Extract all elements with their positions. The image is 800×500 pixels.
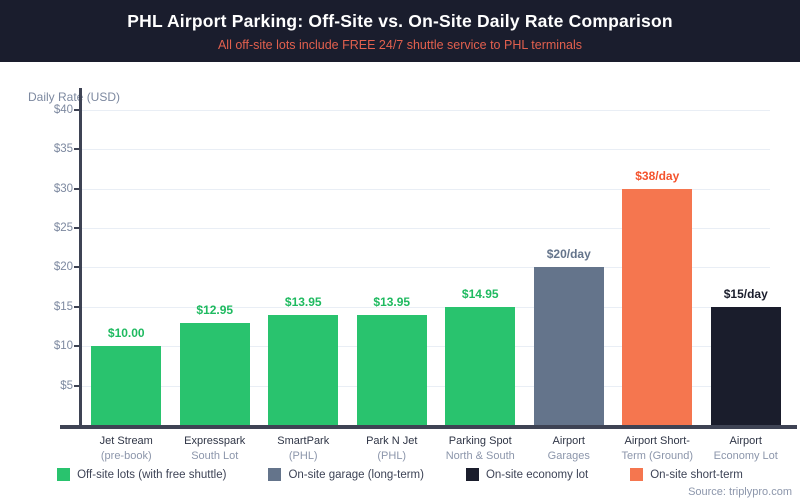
gridline [82, 109, 770, 111]
bar-column: $38/day [613, 88, 702, 425]
x-axis-label-line2: Economy Lot [713, 450, 778, 462]
bar-column: $20/day [525, 88, 614, 425]
chart-header: PHL Airport Parking: Off-Site vs. On-Sit… [0, 0, 800, 62]
bar-value-label: $15/day [723, 287, 768, 301]
x-axis-label-line2: North & South [445, 450, 515, 462]
y-axis-line [79, 88, 82, 429]
x-axis-label: Airport Economy Lot [702, 434, 791, 464]
legend-item: On-site short-term [630, 468, 743, 481]
y-tick-mark [74, 305, 80, 308]
y-tick-label: $5 [60, 379, 73, 392]
chart-subtitle: All off-site lots include FREE 24/7 shut… [217, 37, 583, 52]
x-axis-label: Parking Spot North & South [436, 434, 525, 464]
x-axis-label-line1: Airport [552, 435, 585, 447]
x-axis-label-line1: Airport [729, 435, 762, 447]
y-tick-mark [74, 266, 80, 269]
bar [91, 346, 162, 425]
page-title: PHL Airport Parking: Off-Site vs. On-Sit… [127, 10, 673, 31]
y-tick-mark [74, 227, 80, 229]
bar [268, 315, 339, 425]
x-axis-label-line1: Park N Jet [366, 435, 418, 447]
x-axis-label: Jet Stream (pre-book) [82, 434, 171, 464]
x-axis-label-line2: (PHL) [288, 450, 318, 462]
y-tick-label: $35 [53, 143, 73, 156]
x-axis-label-line2: Garages [547, 450, 590, 462]
bar [533, 267, 604, 425]
y-tick-mark [74, 108, 80, 111]
x-axis-label-line2: Term (Ground) [621, 450, 694, 462]
bar-column: $13.95 [259, 88, 348, 425]
legend-item: On-site economy lot [465, 468, 589, 481]
bar-value-label: $13.95 [284, 295, 322, 309]
y-tick-label: $40 [53, 103, 73, 116]
y-tick-mark [74, 148, 80, 151]
y-tick-label: $10 [53, 340, 73, 353]
legend-label: On-site economy lot [485, 468, 589, 481]
legend-swatch [465, 468, 479, 481]
bar-value-label: $13.95 [373, 295, 411, 309]
gridline [82, 228, 770, 229]
x-axis-label-line1: SmartPark [277, 435, 330, 447]
bar-column: $13.95 [348, 88, 437, 425]
bar-value-label: $38/day [635, 169, 680, 183]
y-axis-title: Daily Rate (USD) [28, 90, 121, 104]
bars-area: $10.00 $12.95 $13.95 $13.95 $14.95 $20/day $38… [82, 88, 790, 425]
x-axis-label-line1: Expresspark [184, 435, 246, 447]
x-axis-label: Airport Garages [525, 434, 614, 464]
y-tick-label: $30 [53, 182, 73, 195]
bar-value-label: $12.95 [196, 303, 234, 317]
x-axis-line [60, 425, 797, 429]
legend-label: Off-site lots (with free shuttle) [77, 468, 227, 481]
x-axis-label-line2: South Lot [191, 450, 239, 462]
legend-swatch [268, 468, 282, 481]
bar [710, 307, 781, 425]
bar [622, 189, 693, 425]
bar-value-label: $14.95 [461, 287, 499, 301]
x-axis-labels: Jet Stream (pre-book) Expresspark South Lot… [82, 434, 790, 464]
bar-column: $15/day [702, 88, 791, 425]
y-tick-mark [74, 187, 80, 190]
bar [179, 323, 250, 425]
x-axis-label-line1: Airport Short- [624, 435, 690, 447]
x-axis-label-line1: Parking Spot [448, 435, 512, 447]
y-tick-label: $25 [53, 222, 73, 234]
y-tick-mark [74, 345, 80, 348]
bar-column: $12.95 [171, 88, 260, 425]
gridline [82, 306, 770, 308]
x-axis-label-line2: (pre-book) [100, 450, 152, 462]
legend-label: On-site garage (long-term) [288, 468, 424, 481]
bar-value-label: $20/day [546, 247, 591, 261]
bar-column: $10.00 [82, 88, 171, 425]
legend-item: On-site garage (long-term) [268, 468, 424, 481]
gridline [82, 188, 770, 190]
bar [445, 307, 516, 425]
x-axis-label: SmartPark (PHL) [259, 434, 348, 464]
gridline [82, 149, 770, 151]
bar-column: $14.95 [436, 88, 525, 425]
legend-label: On-site short-term [650, 468, 743, 481]
x-axis-label: Airport Short- Term (Ground) [613, 434, 702, 464]
source-text: Source: triplypro.com [688, 486, 792, 498]
y-tick-label: $15 [53, 300, 73, 313]
legend-swatch [630, 468, 644, 481]
bar [356, 315, 427, 425]
x-axis-label-line2: (PHL) [377, 450, 407, 462]
bar-value-label: $10.00 [107, 326, 145, 340]
legend: Off-site lots (with free shuttle) On-site… [0, 468, 800, 481]
y-tick-mark [74, 384, 80, 387]
gridline [82, 267, 770, 269]
x-axis-label-line1: Jet Stream [99, 435, 153, 447]
legend-item: Off-site lots (with free shuttle) [57, 468, 226, 481]
y-tick-label: $20 [53, 261, 73, 274]
x-axis-label: Park N Jet (PHL) [348, 434, 437, 464]
legend-swatch [57, 468, 71, 481]
x-axis-label: Expresspark South Lot [171, 434, 260, 464]
